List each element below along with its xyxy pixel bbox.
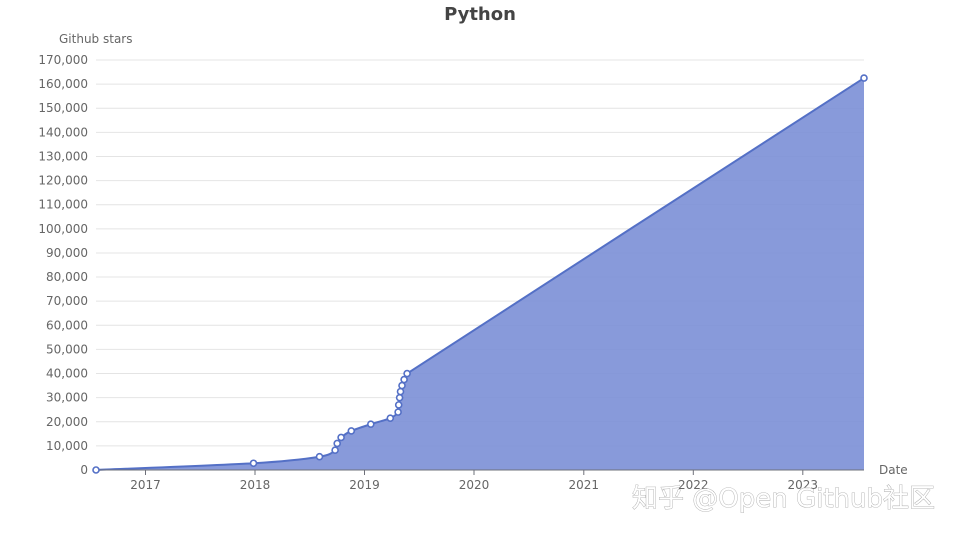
data-point[interactable] bbox=[386, 414, 395, 422]
series-area bbox=[95, 77, 865, 471]
y-tick-label: 80,000 bbox=[46, 270, 88, 284]
data-point[interactable] bbox=[337, 433, 345, 442]
y-axis-ticks: 0 10,000 20,000 30,000 40,000 50,000 60,000 70,… bbox=[38, 53, 88, 477]
x-tick-label: 2023 bbox=[788, 478, 819, 492]
data-point[interactable] bbox=[249, 459, 258, 468]
chart-title: Python bbox=[444, 4, 516, 25]
y-tick-label: 0 bbox=[80, 463, 88, 477]
data-point[interactable] bbox=[92, 466, 100, 474]
x-tick-label: 2017 bbox=[130, 478, 161, 492]
data-point[interactable] bbox=[315, 452, 324, 461]
data-point[interactable] bbox=[394, 408, 402, 416]
x-tick-label: 2022 bbox=[678, 478, 709, 492]
y-tick-label: 150,000 bbox=[38, 101, 88, 115]
y-tick-label: 100,000 bbox=[38, 222, 88, 236]
data-point[interactable] bbox=[331, 446, 339, 455]
y-tick-label: 20,000 bbox=[46, 415, 88, 429]
y-tick-label: 70,000 bbox=[46, 294, 88, 308]
x-axis-ticks: 2017 2018 2019 2020 2021 2022 2023 bbox=[130, 478, 818, 492]
watermark: 知乎 @Open Github社区 bbox=[632, 484, 935, 514]
data-point[interactable] bbox=[333, 439, 342, 448]
x-axis-name: Date bbox=[879, 463, 908, 477]
data-point[interactable] bbox=[398, 381, 406, 390]
x-tick-label: 2021 bbox=[569, 478, 600, 492]
data-points bbox=[92, 74, 868, 474]
series-area-fill bbox=[96, 78, 864, 470]
data-point[interactable] bbox=[395, 393, 404, 402]
y-tick-label: 110,000 bbox=[38, 198, 88, 212]
data-point[interactable] bbox=[860, 74, 868, 82]
axes bbox=[96, 469, 864, 475]
data-point[interactable] bbox=[400, 375, 408, 384]
y-tick-label: 30,000 bbox=[46, 391, 88, 405]
y-tick-label: 170,000 bbox=[38, 53, 88, 67]
y-tick-label: 90,000 bbox=[46, 246, 88, 260]
data-point[interactable] bbox=[403, 369, 411, 378]
data-point[interactable] bbox=[394, 401, 403, 409]
x-tick-label: 2020 bbox=[459, 478, 490, 492]
data-point[interactable] bbox=[347, 427, 356, 435]
data-point[interactable] bbox=[396, 387, 405, 396]
y-tick-label: 140,000 bbox=[38, 125, 88, 139]
y-tick-label: 120,000 bbox=[38, 174, 88, 188]
y-tick-label: 160,000 bbox=[38, 77, 88, 91]
y-axis-name: Github stars bbox=[59, 32, 132, 46]
y-tick-label: 40,000 bbox=[46, 367, 88, 381]
y-tick-label: 50,000 bbox=[46, 342, 88, 356]
x-tick-label: 2018 bbox=[240, 478, 271, 492]
y-tick-label: 130,000 bbox=[38, 149, 88, 163]
x-tick-label: 2019 bbox=[349, 478, 380, 492]
data-point[interactable] bbox=[366, 420, 375, 428]
y-tick-label: 10,000 bbox=[46, 439, 88, 453]
y-tick-label: 60,000 bbox=[46, 318, 88, 332]
